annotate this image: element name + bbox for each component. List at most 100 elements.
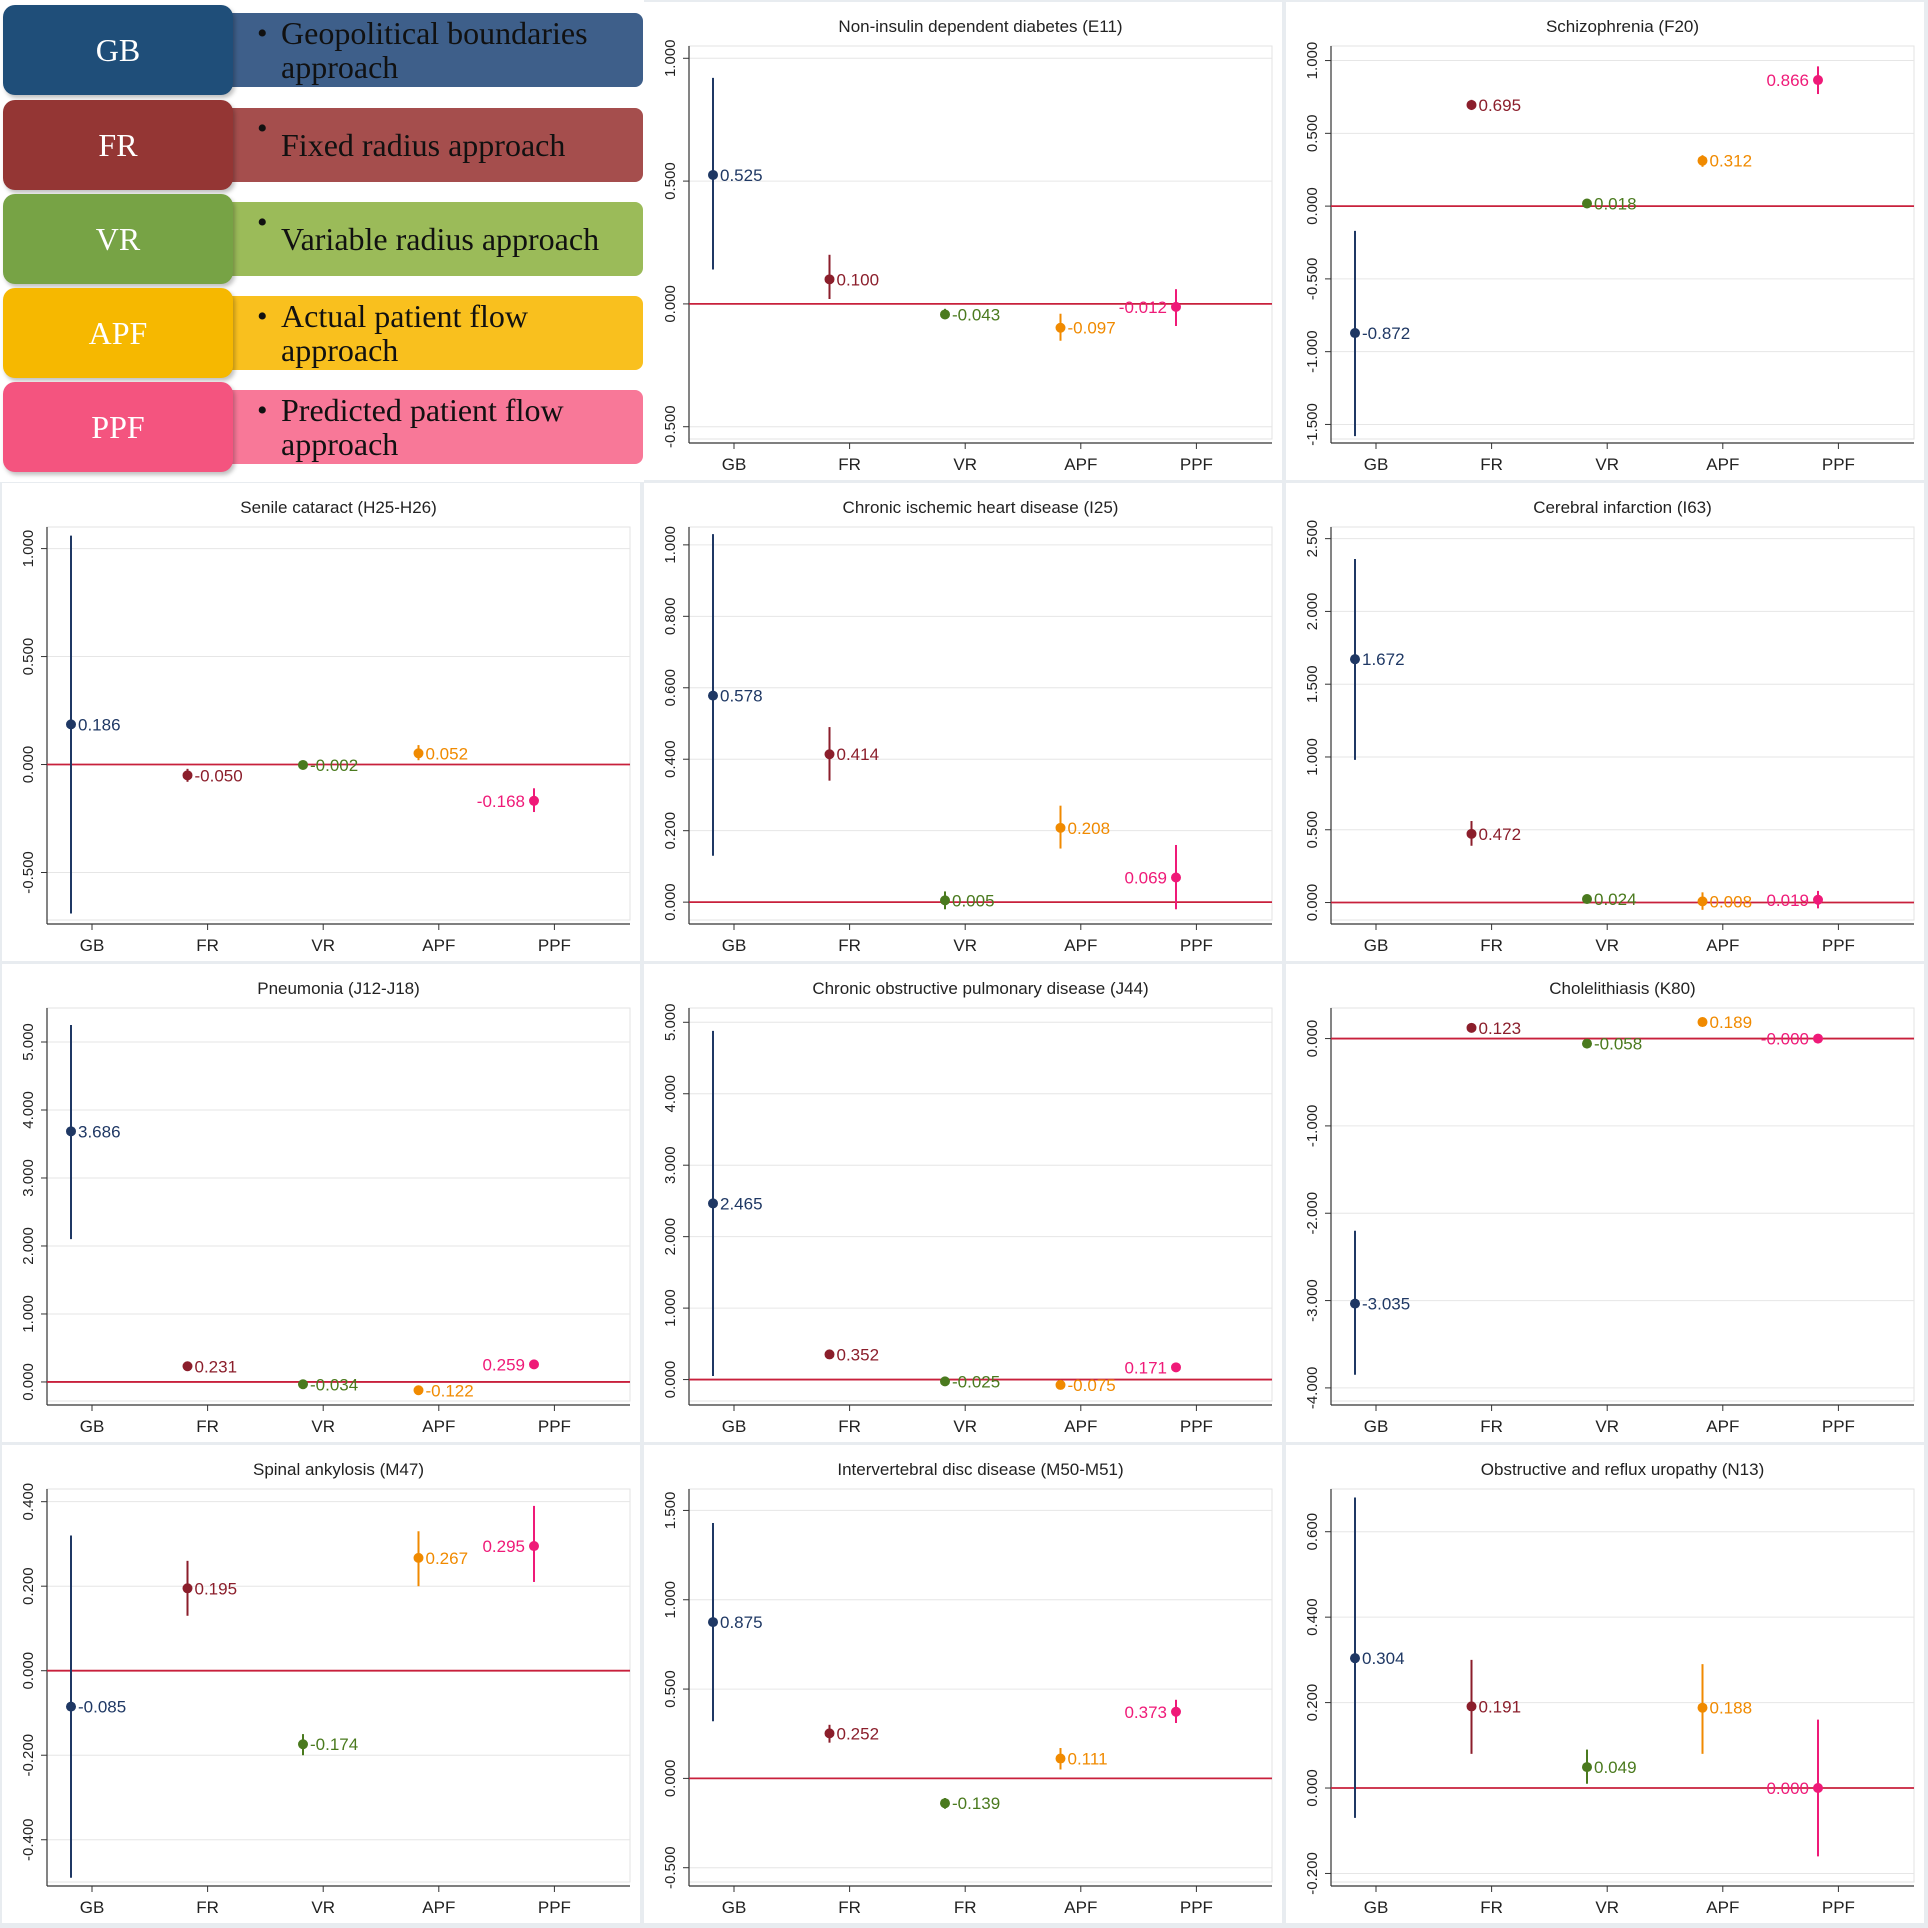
data-label: -0.034 [310, 1375, 358, 1394]
data-label: 2.465 [720, 1194, 763, 1213]
y-tick-label: 1.000 [20, 1295, 37, 1333]
y-tick-label: 1.000 [1304, 42, 1321, 80]
y-tick-label: 0.000 [662, 883, 679, 921]
point-estimate [1582, 198, 1592, 209]
chart-title: Spinal ankylosis (M47) [253, 1460, 424, 1479]
y-tick-label: 4.000 [662, 1075, 679, 1113]
data-label: 0.352 [837, 1345, 880, 1364]
point-estimate [824, 274, 835, 285]
y-tick-label: 1.000 [662, 1581, 679, 1619]
x-tick-label: FR [196, 1898, 219, 1917]
data-label: -3.035 [1362, 1295, 1410, 1314]
forest-plot: Cerebral infarction (I63) 0.000 0.500 1.000… [1304, 498, 1915, 955]
y-tick-label: 2.500 [1304, 520, 1321, 558]
y-tick-label: -3.000 [1304, 1279, 1321, 1322]
y-tick-label: 0.500 [1304, 115, 1321, 153]
x-tick-label: PPF [1822, 1417, 1855, 1436]
point-estimate [1813, 1783, 1823, 1794]
x-tick-label: APF [1064, 1898, 1097, 1917]
x-tick-label: APF [1706, 455, 1739, 474]
bullet-icon: • [257, 206, 268, 239]
x-tick-label: PPF [1822, 455, 1855, 474]
point-estimate [1350, 328, 1360, 339]
y-tick-label: -0.500 [662, 405, 679, 448]
x-tick-label: VR [953, 1417, 977, 1436]
point-estimate [940, 1376, 950, 1387]
chart-panel: Non-insulin dependent diabetes (E11) -0.5… [644, 2, 1282, 480]
data-label: 0.186 [78, 715, 121, 734]
y-tick-label: 0.400 [662, 740, 679, 778]
y-tick-label: 4.000 [20, 1091, 37, 1129]
data-label: -0.085 [78, 1698, 126, 1717]
x-tick-label: GB [722, 1898, 747, 1917]
data-label: 0.111 [1068, 1750, 1108, 1769]
point-estimate [708, 1617, 718, 1628]
x-tick-label: PPF [538, 936, 571, 955]
data-label: 0.049 [1594, 1758, 1637, 1777]
legend-code: FR [3, 100, 233, 190]
y-tick-label: -1.000 [1304, 1105, 1321, 1148]
point-estimate [1350, 1298, 1360, 1309]
data-label: -0.075 [1068, 1376, 1116, 1395]
point-estimate [298, 759, 308, 770]
y-tick-label: 1.000 [20, 530, 37, 568]
y-tick-label: -0.400 [20, 1818, 37, 1861]
plot-area [688, 1488, 1273, 1883]
point-estimate [66, 719, 76, 730]
data-label: -0.043 [952, 305, 1000, 324]
point-estimate [1350, 1653, 1360, 1664]
x-tick-label: GB [1364, 455, 1389, 474]
plot-area [1330, 45, 1915, 440]
data-label: 0.578 [720, 687, 763, 706]
point-estimate [1697, 155, 1708, 166]
point-estimate [940, 309, 950, 320]
point-estimate [1582, 894, 1592, 905]
data-label: 0.195 [195, 1579, 238, 1598]
point-estimate [1171, 872, 1181, 883]
legend-code: VR [3, 194, 233, 284]
data-label: 0.312 [1710, 152, 1753, 171]
x-tick-label: VR [311, 1417, 335, 1436]
x-tick-label: VR [311, 1898, 335, 1917]
forest-plot: Spinal ankylosis (M47) -0.400 -0.200 0.000 0… [20, 1460, 631, 1917]
data-label: -0.012 [1119, 298, 1167, 317]
chart-panel: Obstructive and reflux uropathy (N13) -0.… [1286, 1445, 1924, 1923]
y-tick-label: 0.500 [20, 638, 37, 676]
x-tick-label: PPF [1822, 936, 1855, 955]
y-tick-label: 0.000 [1304, 187, 1321, 225]
y-tick-label: -4.000 [1304, 1367, 1321, 1410]
y-tick-label: 5.000 [20, 1023, 37, 1061]
chart-title: Schizophrenia (F20) [1546, 17, 1699, 36]
y-tick-label: 1.500 [1304, 665, 1321, 703]
data-label: 0.123 [1479, 1019, 1522, 1038]
legend-item-gb: GB • Geopolitical boundaries approach [3, 5, 643, 95]
data-label: -0.168 [477, 792, 525, 811]
y-tick-label: 0.400 [20, 1483, 37, 1521]
chart-title: Senile cataract (H25-H26) [240, 498, 437, 517]
x-tick-label: APF [422, 936, 455, 955]
data-label: 0.100 [837, 270, 880, 289]
point-estimate [708, 169, 718, 180]
x-tick-label: VR [1595, 455, 1619, 474]
x-tick-label: FR [1480, 936, 1503, 955]
point-estimate [413, 1385, 424, 1396]
y-tick-label: 0.500 [662, 162, 679, 200]
x-tick-label: FR [196, 936, 219, 955]
point-estimate [1466, 1022, 1477, 1033]
chart-panel: Schizophrenia (F20) -1.500 -1.000 -0.500 0.0… [1286, 2, 1924, 480]
legend-description: • Fixed radius approach [193, 108, 643, 182]
plot-area [688, 1007, 1273, 1402]
x-tick-label: GB [80, 936, 105, 955]
legend-code: PPF [3, 382, 233, 472]
x-tick-label: APF [422, 1417, 455, 1436]
data-label: 0.304 [1362, 1649, 1405, 1668]
point-estimate [66, 1126, 76, 1137]
x-tick-label: GB [1364, 1898, 1389, 1917]
data-label: -0.097 [1068, 319, 1116, 338]
x-tick-label: PPF [538, 1898, 571, 1917]
plot-area [1330, 1007, 1915, 1402]
point-estimate [1813, 894, 1823, 905]
forest-plot: Pneumonia (J12-J18) 0.000 1.000 2.000 3.000 4… [20, 979, 631, 1436]
point-estimate [940, 895, 950, 906]
y-tick-label: 0.200 [662, 812, 679, 850]
